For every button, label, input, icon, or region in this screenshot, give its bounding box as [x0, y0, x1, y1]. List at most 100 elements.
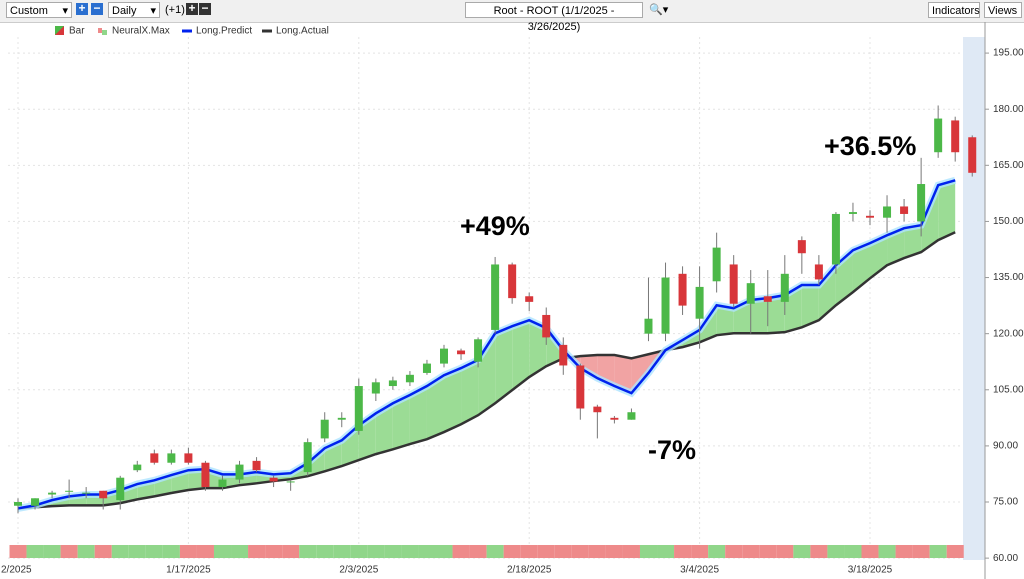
candle-body [746, 283, 755, 304]
candle-body [678, 273, 687, 306]
legend-icon [102, 30, 107, 35]
signal-block [94, 545, 112, 558]
period-select[interactable]: Custom ▾ [6, 2, 72, 18]
candle-body [831, 213, 840, 265]
indicators-button[interactable]: Indicators [928, 2, 980, 18]
spread-fill [461, 359, 479, 425]
signal-block [912, 545, 930, 558]
spread-fill [614, 354, 632, 394]
signal-block [520, 545, 538, 558]
candle-body [303, 442, 312, 473]
signal-block [145, 545, 163, 558]
candle-body [729, 264, 738, 304]
candle-body [150, 453, 159, 463]
candle-body [900, 206, 909, 214]
candle-body [405, 374, 414, 383]
spread-fill [750, 298, 768, 334]
signal-block [674, 545, 692, 558]
signal-block [827, 545, 845, 558]
y-tick-label: 195.00 [993, 48, 1024, 59]
signal-block [691, 545, 709, 558]
offset: (+1) [165, 4, 185, 16]
signal-block [657, 545, 675, 558]
spread-fill [512, 320, 530, 391]
signal-block [742, 545, 760, 558]
interval-select[interactable]: Daily ▾ [108, 2, 160, 18]
signal-block [282, 545, 300, 558]
signal-block [503, 545, 521, 558]
candle-body [14, 502, 22, 506]
signal-block [128, 545, 146, 558]
signal-block [179, 545, 197, 558]
signal-block [588, 545, 606, 558]
x-tick-label: 2/3/2025 [339, 565, 378, 576]
y-tick-label: 75.00 [993, 497, 1018, 508]
candle-body [644, 318, 653, 334]
candle-body [780, 273, 789, 302]
candle-body [354, 386, 363, 431]
y-tick-label: 180.00 [993, 104, 1024, 115]
indicators: Indicators [932, 5, 980, 17]
signal-block [622, 545, 640, 558]
candle-body [388, 380, 397, 387]
candle-body [167, 453, 176, 463]
spread-fill [852, 243, 870, 293]
zoom-out[interactable]: − [91, 2, 103, 15]
symbol-box[interactable]: Root - ROOT (1/1/2025 - 3/26/2025) [465, 2, 643, 33]
signal-block [213, 545, 232, 558]
signal-block [793, 545, 811, 558]
offset-plus[interactable]: + [186, 2, 198, 15]
candle-body [610, 417, 619, 420]
annotation: -7% [648, 435, 696, 465]
signal-block [759, 545, 777, 558]
y-tick-label: 135.00 [993, 272, 1024, 283]
zoom-in[interactable]: + [76, 2, 88, 15]
symbol-title: Root - ROOT (1/1/2025 - 3/26/2025) [493, 5, 615, 33]
candle-body [252, 460, 261, 471]
spread-fill [444, 368, 462, 433]
signal-block [196, 545, 214, 558]
candle-body [48, 492, 57, 495]
candle-body [286, 481, 295, 483]
scrollbar [963, 37, 985, 560]
annotation: +36.5% [824, 131, 916, 161]
candle-body [661, 277, 670, 334]
signal-block [435, 545, 453, 558]
candle-body [559, 344, 568, 366]
spread-fill [392, 395, 410, 450]
signal-block [333, 545, 351, 558]
signal-block [776, 545, 794, 558]
candle-body [371, 382, 380, 394]
x-tick-label: 2/2025 [1, 565, 32, 576]
candle-body [457, 350, 466, 355]
signal-block [725, 545, 743, 558]
candle-body [201, 462, 210, 488]
signal-block [895, 545, 913, 558]
candle-body [235, 464, 244, 480]
candle-body [31, 498, 40, 506]
y-tick-label: 105.00 [993, 384, 1024, 395]
signal-block [401, 545, 419, 558]
spread-fill [426, 375, 444, 440]
x-tick-label: 3/18/2025 [848, 565, 893, 576]
legend-label: Long.Predict [196, 26, 252, 37]
search-icon[interactable]: 🔍▾ [649, 4, 669, 16]
candle-body [814, 264, 823, 280]
signal-block [878, 545, 896, 558]
candle-body [508, 264, 517, 299]
candle-body [934, 118, 943, 153]
candle-body [525, 296, 534, 302]
signal-block [111, 545, 129, 558]
views-button[interactable]: Views [984, 2, 1022, 18]
offset-minus[interactable]: − [199, 2, 211, 15]
candle-body [269, 477, 278, 482]
signal-block [469, 545, 487, 558]
interval: Daily [112, 5, 137, 17]
toolbar: Custom ▾ + − Daily ▾ (+1) + − Root - ROOT … [0, 0, 1024, 33]
candle-body [320, 419, 329, 439]
x-tick-label: 2/18/2025 [507, 565, 552, 576]
spread-fill [341, 425, 359, 467]
candle-body [848, 212, 857, 214]
spread-fill [784, 285, 802, 333]
